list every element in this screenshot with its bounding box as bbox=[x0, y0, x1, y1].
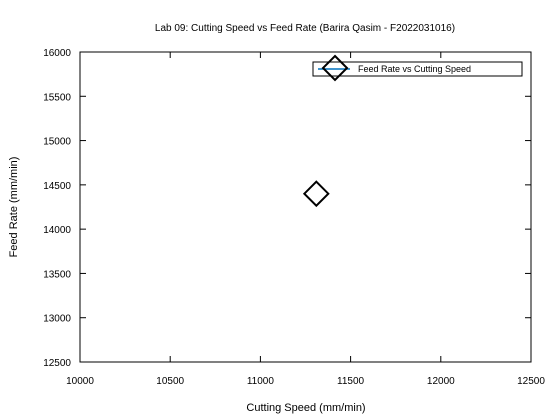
y-tick-label: 16000 bbox=[43, 48, 71, 59]
x-axis: 10000 10500 11000 11500 12000 12500 bbox=[66, 52, 545, 387]
x-axis-label: Cutting Speed (mm/min) bbox=[246, 402, 365, 414]
chart-title: Lab 09: Cutting Speed vs Feed Rate (Bari… bbox=[155, 23, 455, 34]
y-tick-label: 13500 bbox=[43, 269, 71, 280]
y-tick-label: 12500 bbox=[43, 358, 71, 369]
y-axis-label: Feed Rate (mm/min) bbox=[8, 157, 20, 258]
data-point bbox=[302, 180, 330, 208]
y-tick-label: 14000 bbox=[43, 225, 71, 236]
y-tick-label: 13000 bbox=[43, 314, 71, 325]
data-series bbox=[302, 180, 330, 208]
x-tick-label: 10000 bbox=[66, 376, 94, 387]
legend: Feed Rate vs Cutting Speed bbox=[312, 54, 523, 82]
y-tick-label: 15500 bbox=[43, 92, 71, 103]
plot-area bbox=[79, 51, 532, 363]
x-tick-label: 12500 bbox=[517, 376, 545, 387]
y-tick-label: 14500 bbox=[43, 181, 71, 192]
legend-box bbox=[312, 61, 523, 77]
x-tick-label: 11000 bbox=[247, 376, 275, 387]
y-tick-label: 15000 bbox=[43, 137, 71, 148]
legend-label: Feed Rate vs Cutting Speed bbox=[358, 64, 471, 74]
y-axis: 12500 13000 13500 14000 14500 15000 15500 16000 bbox=[43, 48, 531, 369]
legend-diamond-marker bbox=[321, 54, 349, 82]
x-tick-label: 10500 bbox=[156, 376, 184, 387]
x-tick-label: 12000 bbox=[427, 376, 455, 387]
x-tick-label: 11500 bbox=[337, 376, 365, 387]
